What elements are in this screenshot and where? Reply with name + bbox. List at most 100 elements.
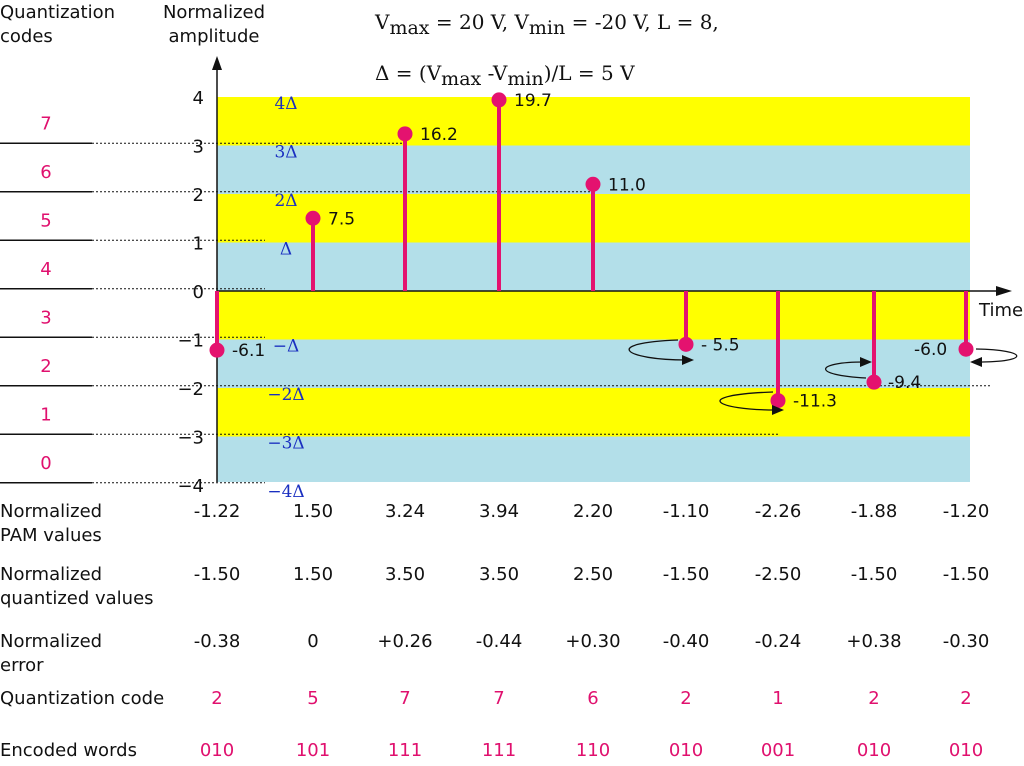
table-cell: 0	[307, 631, 318, 652]
table-cell: -2.26	[755, 501, 802, 522]
table-cell: -1.22	[194, 501, 241, 522]
table-cell: -0.40	[663, 631, 710, 652]
rounding-arrow-3	[825, 361, 867, 379]
y-tick-label: −2	[177, 379, 204, 400]
band-4	[217, 291, 970, 340]
code-label-3: 3	[40, 307, 51, 328]
table-cell: 010	[669, 740, 703, 761]
table-cell: 3.24	[385, 501, 425, 522]
sample-value-label: 11.0	[608, 175, 646, 195]
table-cell: 1.50	[293, 564, 333, 585]
sample-value-label: -9.4	[888, 373, 921, 393]
table-row-label: Normalized	[0, 564, 102, 585]
rounding-arrow-2	[719, 391, 777, 411]
y-tick-label: −4	[177, 476, 204, 497]
band-7	[217, 436, 970, 482]
table-cell: -1.20	[943, 501, 990, 522]
table-cell: 101	[296, 740, 330, 761]
table-cell: 2	[868, 688, 879, 709]
codes-title-line1: Quantization	[0, 2, 115, 23]
table-cell: 3.94	[479, 501, 519, 522]
code-label-7: 7	[40, 113, 51, 134]
rounding-arrow-1	[628, 339, 687, 361]
band-0	[217, 97, 970, 146]
rounding-arrowhead-3	[860, 357, 872, 367]
table-cell: -1.50	[851, 564, 898, 585]
table-cell: 010	[857, 740, 891, 761]
sample-value-label: -6.1	[232, 341, 265, 361]
delta-label: 2Δ	[274, 191, 297, 211]
codes-title-line2: codes	[0, 26, 53, 47]
rounding-arrows	[628, 339, 1018, 415]
table-cell: -1.50	[943, 564, 990, 585]
code-label-1: 1	[40, 404, 51, 425]
table-cell: -0.44	[476, 631, 523, 652]
amplitude-title-line2: amplitude	[169, 26, 260, 47]
table-cell: 2	[680, 688, 691, 709]
sample-marker	[305, 210, 321, 226]
table-cell: 110	[576, 740, 610, 761]
table-cell: 111	[388, 740, 422, 761]
sample-value-label: -11.3	[793, 392, 837, 412]
table-row-label: Quantization code	[0, 688, 164, 709]
table-row-label: Normalized	[0, 501, 102, 522]
sample-value-label: 7.5	[328, 209, 355, 229]
y-tick-label: −3	[177, 428, 204, 449]
quantization-code-labels: 7 6 5 4 3 2 1 0	[0, 113, 92, 484]
table-cell: 3.50	[479, 564, 519, 585]
table-cell: 6	[587, 688, 598, 709]
formula-line2: Δ = (Vmax -Vmin)/L = 5 V	[375, 61, 635, 90]
sample-marker	[958, 341, 974, 357]
band-6	[217, 388, 970, 437]
sample-marker	[866, 374, 882, 390]
table-cell: 7	[493, 688, 504, 709]
sample-marker	[770, 393, 786, 409]
table-cell: 001	[761, 740, 795, 761]
sample-marker	[678, 336, 694, 352]
sample-marker	[209, 342, 225, 358]
table-cell: -2.50	[755, 564, 802, 585]
table-cell: 2.50	[573, 564, 613, 585]
sample-value-label: - 5.5	[701, 335, 740, 355]
delta-labels: 4Δ 3Δ 2Δ Δ −Δ −2Δ −3Δ −4Δ	[267, 94, 304, 502]
code-label-0: 0	[40, 453, 51, 474]
rounding-arrowhead-4	[970, 357, 982, 367]
table-row-label: Encoded words	[0, 740, 137, 761]
table-cell: -1.10	[663, 501, 710, 522]
formula-line1: Vmax = 20 V, Vmin = -20 V, L = 8,	[374, 10, 719, 39]
table-cell: 2	[211, 688, 222, 709]
y-tick-label: 4	[193, 88, 204, 109]
delta-label: 4Δ	[274, 94, 297, 114]
table-cell: 111	[482, 740, 516, 761]
table-cell: 7	[399, 688, 410, 709]
table-cell: +0.26	[377, 631, 432, 652]
x-axis-label: Time	[978, 300, 1023, 321]
table-cell: -0.24	[755, 631, 802, 652]
sample-marker	[491, 92, 507, 108]
band-5	[217, 339, 970, 388]
x-axis-arrowhead	[996, 286, 1012, 296]
table-cell: -1.50	[194, 564, 241, 585]
delta-label: −Δ	[273, 337, 300, 357]
table-cell: 010	[949, 740, 983, 761]
code-label-5: 5	[40, 210, 51, 231]
delta-label: −3Δ	[267, 434, 304, 454]
y-axis-ticks: 4 3 2 1 0 −1 −2 −3 −4	[177, 88, 204, 497]
delta-label: 3Δ	[274, 143, 297, 163]
y-axis-arrowhead	[212, 56, 222, 70]
code-label-6: 6	[40, 162, 51, 183]
value-table: Normalized PAM values -1.22 1.50 3.24 3.94 2.2…	[0, 501, 989, 761]
sample-marker	[585, 176, 601, 192]
table-cell: -0.38	[194, 631, 241, 652]
sample-value-label: 16.2	[420, 125, 458, 145]
table-cell: +0.30	[565, 631, 620, 652]
axes: Time	[212, 56, 1023, 482]
sample-marker	[397, 126, 413, 142]
code-label-4: 4	[40, 259, 51, 280]
rounding-arrowhead-2	[772, 405, 784, 415]
table-cell: 2	[960, 688, 971, 709]
y-tick-label: 1	[193, 234, 204, 255]
table-row-label: PAM values	[0, 525, 102, 546]
table-cell: 3.50	[385, 564, 425, 585]
